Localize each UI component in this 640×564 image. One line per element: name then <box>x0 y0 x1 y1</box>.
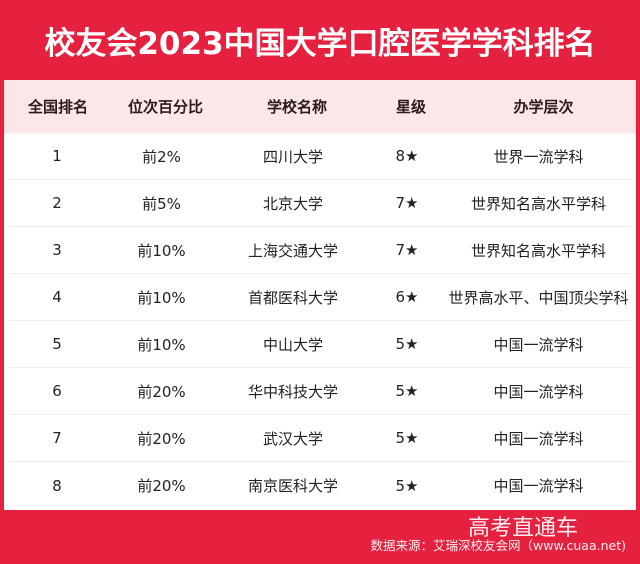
table-row: 3 前10% 上海交通大学 7★ 世界知名高水平学科 <box>10 227 630 274</box>
page-title: 校友会2023中国大学口腔医学学科排名 <box>44 25 596 62</box>
percentile-cell: 前10% <box>137 335 186 354</box>
table-row: 8 前20% 南京医科大学 5★ 中国一流学科 <box>10 462 630 509</box>
level-cell: 中国一流学科 <box>493 429 584 448</box>
level-cell: 世界知名高水平学科 <box>470 241 606 260</box>
stars-cell: 5★ <box>395 382 419 400</box>
school-cell: 武汉大学 <box>262 429 323 448</box>
header-level: 办学层次 <box>513 98 574 116</box>
school-cell: 首都医科大学 <box>247 288 338 307</box>
table-row: 6 前20% 华中科技大学 5★ 中国一流学科 <box>10 368 630 415</box>
stars-cell: 8★ <box>395 147 419 165</box>
stars-cell: 5★ <box>395 429 419 447</box>
rank-cell: 3 <box>52 241 62 259</box>
percentile-cell: 前10% <box>137 241 186 260</box>
level-cell: 世界知名高水平学科 <box>470 194 606 213</box>
level-cell: 中国一流学科 <box>493 335 584 354</box>
school-cell: 华中科技大学 <box>247 382 338 401</box>
stars-cell: 6★ <box>395 288 419 306</box>
level-cell: 中国一流学科 <box>493 382 584 401</box>
percentile-cell: 前20% <box>137 477 186 495</box>
rank-cell: 7 <box>52 429 62 447</box>
school-cell: 四川大学 <box>262 147 323 166</box>
table-row: 7 前20% 武汉大学 5★ 中国一流学科 <box>10 415 630 462</box>
table-header: 全国排名 位次百分比 学校名称 星级 办学层次 <box>4 80 636 133</box>
rank-cell: 4 <box>52 288 62 306</box>
rank-cell: 8 <box>52 476 62 495</box>
table-row: 2 前5% 北京大学 7★ 世界知名高水平学科 <box>10 180 630 227</box>
stars-cell: 5★ <box>395 476 419 495</box>
rank-cell: 2 <box>52 194 62 212</box>
rank-cell: 6 <box>52 382 62 400</box>
school-cell: 中山大学 <box>262 335 323 354</box>
stars-cell: 7★ <box>395 194 419 212</box>
header-school: 学校名称 <box>266 98 327 116</box>
header-percentile: 位次百分比 <box>127 98 203 116</box>
stars-cell: 5★ <box>395 335 419 353</box>
level-cell: 中国一流学科 <box>493 477 584 495</box>
table-body: 1 前2% 四川大学 8★ 世界一流学科 2 前5% 北京大学 7★ 世界知名高水平学科 3 前10%… <box>4 133 636 509</box>
rank-cell: 5 <box>52 335 62 353</box>
percentile-cell: 前20% <box>137 382 186 401</box>
watermark: 高考直通车 <box>467 516 578 541</box>
percentile-cell: 前10% <box>137 288 186 307</box>
level-cell: 世界高水平、中国顶尖学科 <box>448 288 629 307</box>
ranking-table: 全国排名 位次百分比 学校名称 星级 办学层次 1 前2% 四川大学 8★ 世界一流学科… <box>4 80 636 510</box>
stars-cell: 7★ <box>395 241 419 259</box>
school-cell: 南京医科大学 <box>247 477 338 495</box>
table-row: 5 前10% 中山大学 5★ 中国一流学科 <box>10 321 630 368</box>
header-rank: 全国排名 <box>27 98 88 116</box>
school-cell: 上海交通大学 <box>247 241 338 260</box>
percentile-cell: 前2% <box>142 147 181 166</box>
data-source: 数据来源：艾瑞深校友会网（www.cuaa.net) <box>370 538 626 553</box>
table-row: 1 前2% 四川大学 8★ 世界一流学科 <box>10 133 630 180</box>
percentile-cell: 前20% <box>137 429 186 448</box>
header-stars: 星级 <box>395 98 426 116</box>
table-row: 4 前10% 首都医科大学 6★ 世界高水平、中国顶尖学科 <box>10 274 630 321</box>
percentile-cell: 前5% <box>142 194 181 213</box>
rank-cell: 1 <box>52 147 62 165</box>
level-cell: 世界一流学科 <box>493 147 584 166</box>
school-cell: 北京大学 <box>262 194 323 213</box>
